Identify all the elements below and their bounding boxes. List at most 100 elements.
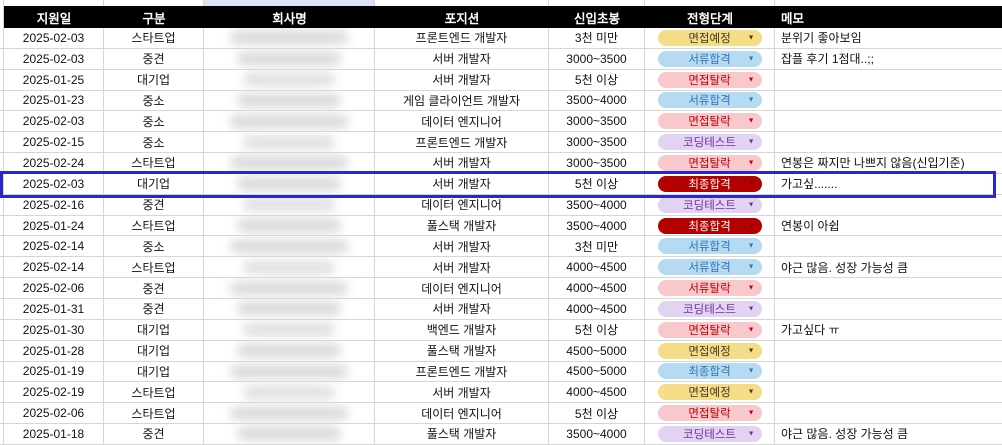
stage-badge-dropdown[interactable]: 최종합격 ▼ <box>657 217 762 234</box>
cell-position[interactable]: 데이터 엔지니어 <box>375 278 549 299</box>
cell-memo[interactable]: 야근 많음. 성장 가능성 큼 <box>775 257 1002 279</box>
cell-category[interactable]: 대기업 <box>104 69 204 91</box>
stage-badge-dropdown[interactable]: 서류합격 ▼ <box>657 259 762 276</box>
stage-badge-dropdown[interactable]: 면접예정 ▼ <box>657 29 762 46</box>
cell-salary[interactable]: 5천 이상 <box>549 173 645 195</box>
cell-category[interactable]: 스타트업 <box>104 153 204 174</box>
cell-company[interactable] <box>204 424 375 445</box>
cell-memo[interactable] <box>775 132 1002 154</box>
cell-category[interactable]: 중소 <box>104 236 204 258</box>
cell-company[interactable] <box>204 48 375 70</box>
cell-position[interactable]: 서버 개발자 <box>375 48 549 70</box>
cell-date[interactable]: 2025-02-14 <box>4 257 104 279</box>
cell-position[interactable]: 데이터 엔지니어 <box>375 111 549 133</box>
cell-salary[interactable]: 5천 이상 <box>549 69 645 91</box>
stage-badge-dropdown[interactable]: 코딩테스트 ▼ <box>657 134 762 151</box>
cell-salary[interactable]: 5천 이상 <box>549 403 645 425</box>
cell-date[interactable]: 2025-02-03 <box>4 48 104 70</box>
cell-date[interactable]: 2025-02-14 <box>4 236 104 258</box>
cell-position[interactable]: 백엔드 개발자 <box>375 319 549 341</box>
cell-date[interactable]: 2025-01-28 <box>4 340 104 362</box>
cell-category[interactable]: 중견 <box>104 48 204 70</box>
cell-salary[interactable]: 4000~4500 <box>549 257 645 279</box>
column-header-salary[interactable]: 신입초봉 <box>549 6 645 28</box>
cell-date[interactable]: 2025-01-19 <box>4 361 104 383</box>
cell-salary[interactable]: 4500~5000 <box>549 361 645 383</box>
column-header-category[interactable]: 구분 <box>104 6 204 28</box>
cell-date[interactable]: 2025-02-03 <box>4 28 104 49</box>
cell-position[interactable]: 서버 개발자 <box>375 69 549 91</box>
cell-memo[interactable] <box>775 341 1002 362</box>
stage-badge-dropdown[interactable]: 코딩테스트 ▼ <box>657 196 762 213</box>
cell-salary[interactable]: 3000~3500 <box>549 111 645 133</box>
cell-memo[interactable] <box>775 236 1002 258</box>
cell-salary[interactable]: 3000~3500 <box>549 153 645 174</box>
cell-category[interactable]: 대기업 <box>104 361 204 383</box>
column-header-stage[interactable]: 전형단계 <box>645 6 775 28</box>
cell-salary[interactable]: 4500~5000 <box>549 340 645 362</box>
cell-date[interactable]: 2025-02-06 <box>4 403 104 425</box>
stage-badge-dropdown[interactable]: 코딩테스트 ▼ <box>657 300 762 317</box>
cell-company[interactable] <box>204 340 375 362</box>
cell-company[interactable] <box>204 132 375 154</box>
cell-position[interactable]: 프론트엔드 개발자 <box>375 28 549 49</box>
cell-category[interactable]: 중소 <box>104 90 204 112</box>
cell-company[interactable] <box>204 111 375 133</box>
cell-salary[interactable]: 3천 미만 <box>549 28 645 49</box>
cell-category[interactable]: 스타트업 <box>104 257 204 279</box>
cell-category[interactable]: 대기업 <box>104 319 204 341</box>
cell-memo[interactable]: 연봉이 아쉽 <box>775 216 1002 237</box>
cell-company[interactable] <box>204 403 375 425</box>
stage-badge-dropdown[interactable]: 서류합격 ▼ <box>657 92 762 109</box>
cell-memo[interactable]: 가고싶다 ㅠ <box>775 320 1002 341</box>
cell-memo[interactable] <box>775 362 1002 383</box>
cell-category[interactable]: 스타트업 <box>104 403 204 425</box>
stage-badge-dropdown[interactable]: 최종합격 ▼ <box>657 175 762 192</box>
stage-badge-dropdown[interactable]: 면접탈락 ▼ <box>657 321 762 338</box>
cell-salary[interactable]: 5천 이상 <box>549 319 645 341</box>
cell-category[interactable]: 중견 <box>104 298 204 320</box>
cell-salary[interactable]: 4000~4500 <box>549 298 645 320</box>
stage-badge-dropdown[interactable]: 면접예정 ▼ <box>657 384 762 401</box>
cell-memo[interactable] <box>775 91 1002 112</box>
cell-memo[interactable] <box>775 299 1002 320</box>
cell-position[interactable]: 프론트엔드 개발자 <box>375 361 549 383</box>
cell-date[interactable]: 2025-02-15 <box>4 132 104 154</box>
cell-date[interactable]: 2025-02-19 <box>4 382 104 404</box>
cell-position[interactable]: 서버 개발자 <box>375 153 549 174</box>
cell-category[interactable]: 중견 <box>104 278 204 299</box>
cell-company[interactable] <box>204 28 375 49</box>
cell-category[interactable]: 중견 <box>104 194 204 216</box>
cell-memo[interactable]: 가고싶....... <box>775 174 1002 195</box>
cell-date[interactable]: 2025-01-24 <box>4 215 104 237</box>
cell-date[interactable]: 2025-02-03 <box>4 173 104 195</box>
cell-date[interactable]: 2025-01-23 <box>4 90 104 112</box>
cell-category[interactable]: 스타트업 <box>104 215 204 237</box>
cell-position[interactable]: 서버 개발자 <box>375 236 549 258</box>
cell-company[interactable] <box>204 361 375 383</box>
cell-salary[interactable]: 3000~3500 <box>549 132 645 154</box>
cell-company[interactable] <box>204 194 375 216</box>
cell-position[interactable]: 서버 개발자 <box>375 257 549 279</box>
cell-position[interactable]: 서버 개발자 <box>375 382 549 404</box>
stage-badge-dropdown[interactable]: 코딩테스트 ▼ <box>657 425 762 442</box>
cell-company[interactable] <box>204 153 375 174</box>
cell-company[interactable] <box>204 257 375 279</box>
stage-badge-dropdown[interactable]: 서류탈락 ▼ <box>657 280 762 297</box>
cell-category[interactable]: 중소 <box>104 111 204 133</box>
cell-category[interactable]: 대기업 <box>104 340 204 362</box>
cell-date[interactable]: 2025-01-30 <box>4 319 104 341</box>
cell-salary[interactable]: 3500~4000 <box>549 215 645 237</box>
cell-salary[interactable]: 3000~3500 <box>549 48 645 70</box>
cell-position[interactable]: 풀스택 개발자 <box>375 340 549 362</box>
cell-company[interactable] <box>204 173 375 195</box>
column-header-date[interactable]: 지원일 <box>4 6 104 28</box>
cell-position[interactable]: 게임 클라이언트 개발자 <box>375 90 549 112</box>
column-header-company[interactable]: 회사명 <box>204 6 375 28</box>
cell-category[interactable]: 대기업 <box>104 173 204 195</box>
cell-category[interactable]: 스타트업 <box>104 382 204 404</box>
cell-date[interactable]: 2025-01-18 <box>4 424 104 445</box>
stage-badge-dropdown[interactable]: 최종합격 ▼ <box>657 363 762 380</box>
column-header-memo[interactable]: 메모 <box>775 6 1002 28</box>
cell-salary[interactable]: 3500~4000 <box>549 424 645 445</box>
